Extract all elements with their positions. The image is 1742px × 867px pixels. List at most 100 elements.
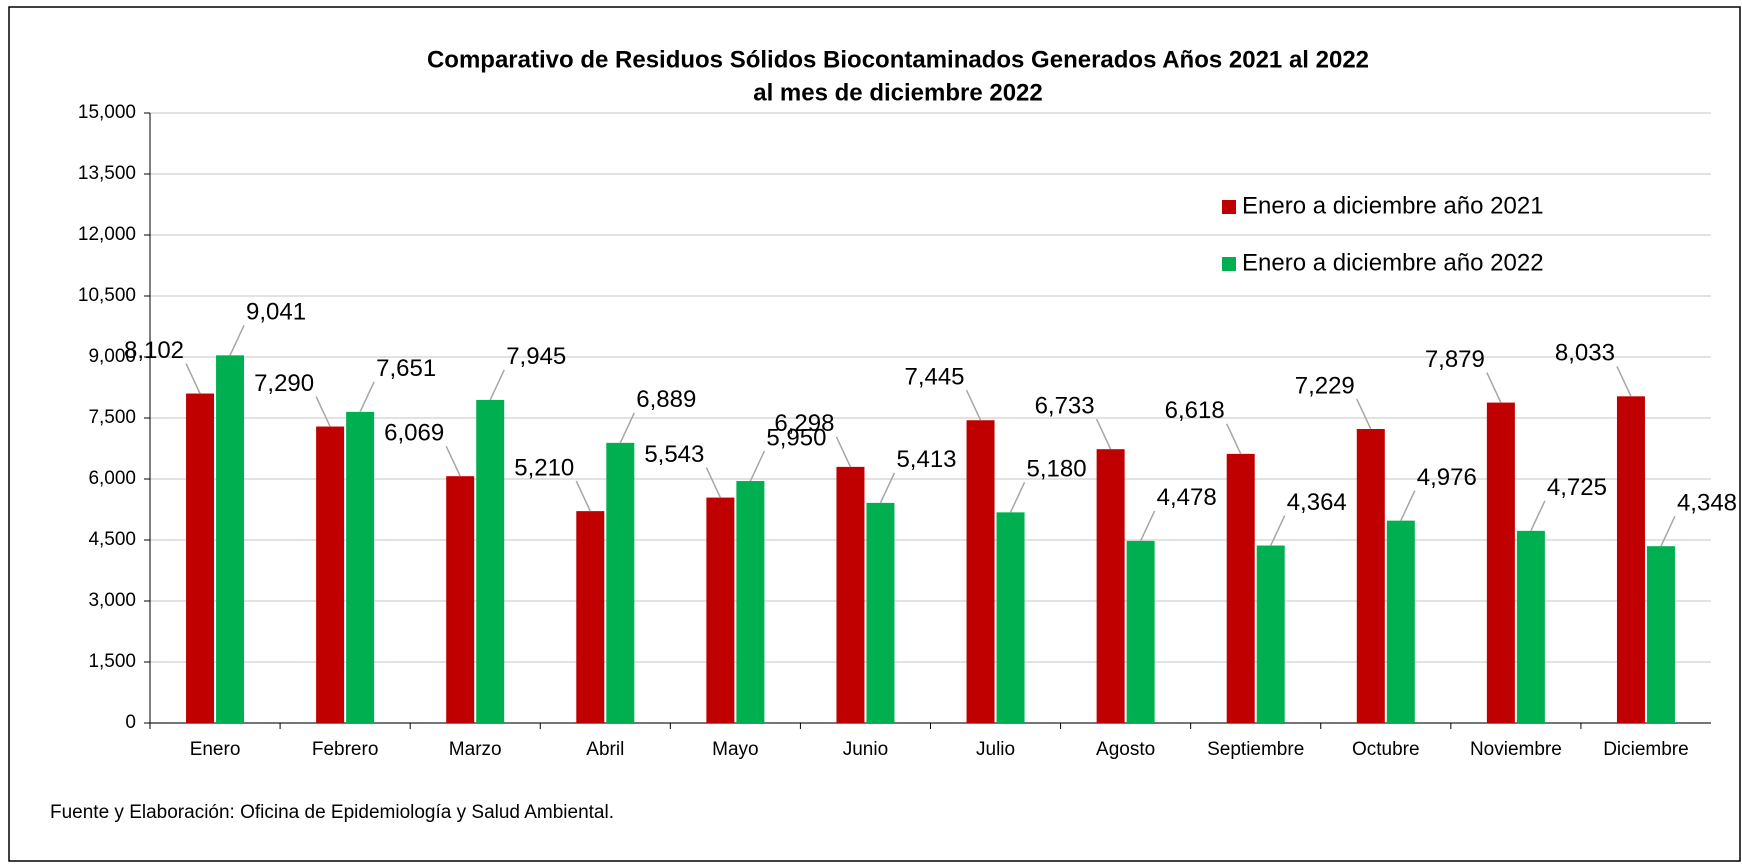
x-tick-label: Abril — [586, 739, 624, 760]
x-tick-label: Enero — [190, 739, 241, 760]
bar — [966, 420, 995, 723]
x-tick-label: Marzo — [449, 739, 502, 760]
bar — [606, 442, 635, 723]
bar — [1356, 429, 1385, 723]
bar — [1256, 545, 1285, 723]
legend-label: Enero a diciembre año 2022 — [1242, 249, 1544, 276]
value-label: 4,725 — [1547, 474, 1607, 501]
bar — [1616, 396, 1645, 723]
y-tick-label: 0 — [125, 712, 136, 733]
value-label: 4,976 — [1417, 464, 1477, 491]
y-tick-label: 9,000 — [88, 346, 136, 367]
bar — [706, 497, 735, 723]
bar — [1226, 453, 1255, 723]
leader-line — [1139, 510, 1156, 542]
x-tick-label: Julio — [976, 739, 1015, 760]
value-label: 5,950 — [766, 424, 826, 451]
leader-line — [705, 467, 722, 498]
value-label: 8,102 — [124, 337, 184, 364]
value-label: 7,879 — [1425, 346, 1485, 373]
x-tick-label: Octubre — [1352, 739, 1420, 760]
value-label: 4,364 — [1287, 489, 1347, 516]
bar — [1386, 520, 1415, 723]
leader-line — [965, 389, 982, 421]
bar — [216, 355, 245, 723]
x-tick-label: Diciembre — [1603, 739, 1689, 760]
leader-line — [835, 436, 852, 468]
value-label: 9,041 — [246, 299, 306, 326]
value-label: 6,069 — [384, 420, 444, 447]
x-tick-label: Agosto — [1096, 739, 1155, 760]
leader-line — [185, 363, 201, 394]
value-label: 6,889 — [636, 386, 696, 413]
bar — [836, 466, 865, 723]
leader-line — [619, 412, 635, 444]
chart-border — [8, 6, 1741, 862]
y-tick-label: 13,500 — [78, 163, 136, 184]
leader-line — [749, 450, 766, 482]
bar — [476, 399, 505, 723]
value-label: 8,033 — [1555, 340, 1615, 367]
bar — [1646, 546, 1675, 723]
y-tick-label: 1,500 — [88, 651, 136, 672]
x-tick-label: Junio — [843, 739, 888, 760]
leader-line — [315, 396, 331, 427]
value-label: 7,290 — [254, 370, 314, 397]
leader-line — [1616, 366, 1632, 397]
x-tick-label: Febrero — [312, 739, 379, 760]
leader-line — [575, 480, 591, 512]
leader-line — [1486, 372, 1502, 403]
y-tick-label: 10,500 — [78, 285, 136, 306]
bar — [446, 476, 475, 723]
leader-line — [1530, 500, 1546, 532]
source-note: Fuente y Elaboración: Oficina de Epidemi… — [50, 802, 614, 823]
x-tick-label: Noviembre — [1470, 739, 1562, 760]
y-tick-label: 4,500 — [88, 529, 136, 550]
y-tick-label: 12,000 — [78, 224, 136, 245]
value-label: 7,445 — [904, 364, 964, 391]
leader-line — [229, 325, 245, 356]
value-label: 5,210 — [514, 454, 574, 481]
legend-swatch — [1222, 257, 1236, 271]
leader-line — [445, 445, 461, 477]
bar — [346, 411, 375, 723]
value-label: 7,651 — [376, 355, 436, 382]
leader-line — [1356, 398, 1372, 430]
value-label: 6,618 — [1165, 397, 1225, 424]
legend-label: Enero a diciembre año 2021 — [1242, 192, 1544, 219]
value-label: 5,413 — [896, 446, 956, 473]
leader-line — [1270, 515, 1286, 546]
y-tick-label: 6,000 — [88, 468, 136, 489]
leader-line — [879, 472, 896, 504]
chart-title: Comparativo de Residuos Sólidos Bioconta… — [427, 46, 1369, 73]
value-label: 6,733 — [1035, 393, 1095, 420]
value-label: 5,543 — [644, 441, 704, 468]
value-label: 5,180 — [1027, 456, 1087, 483]
legend-swatch — [1222, 200, 1236, 214]
value-label: 7,229 — [1295, 372, 1355, 399]
bar — [316, 426, 345, 723]
bar — [576, 511, 605, 723]
leader-line — [1009, 482, 1026, 513]
value-label: 7,945 — [506, 343, 566, 370]
bar — [1516, 530, 1545, 723]
leader-line — [1095, 418, 1112, 450]
bar — [1486, 402, 1515, 723]
bar — [736, 481, 765, 723]
y-tick-label: 7,500 — [88, 407, 136, 428]
bar — [996, 512, 1025, 723]
bar — [1096, 449, 1125, 723]
leader-line — [1660, 515, 1676, 547]
bar — [866, 502, 895, 723]
y-tick-label: 15,000 — [78, 102, 136, 123]
x-tick-label: Mayo — [712, 739, 758, 760]
leader-line — [489, 369, 505, 401]
bar — [1126, 540, 1155, 723]
bar — [186, 393, 215, 723]
leader-line — [1226, 423, 1242, 455]
y-tick-label: 3,000 — [88, 590, 136, 611]
x-tick-label: Septiembre — [1207, 739, 1304, 760]
value-label: 4,348 — [1677, 490, 1737, 517]
value-label: 6,298 — [774, 410, 834, 437]
